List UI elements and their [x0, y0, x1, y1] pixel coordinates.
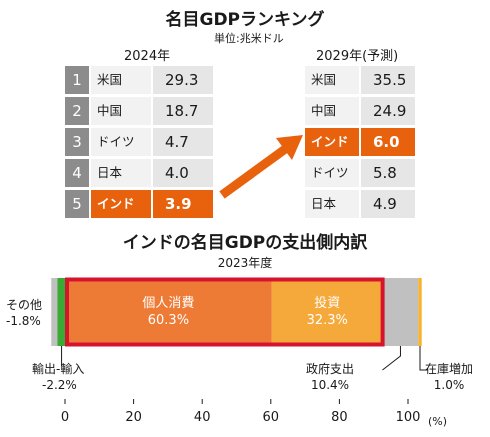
country-name: 日本: [305, 190, 359, 218]
investment-value: 32.3%: [306, 313, 348, 328]
gdp-value: 29.3: [153, 66, 213, 94]
ranking-2029-table: 米国 35.5 中国 24.9 インド 6.0 ドイツ 5.8 日本 4.9: [305, 66, 415, 219]
country-name: インド: [91, 190, 151, 218]
gdp-breakdown-chart: 0 20 40 60 80 100: [51, 277, 429, 425]
investment-bar: [271, 278, 383, 346]
chart-title: インドの名目GDPの支出側内訳: [122, 233, 368, 253]
x-axis-unit: (%): [428, 415, 448, 428]
rank-badge: 2: [65, 97, 89, 125]
country-name: ドイツ: [305, 159, 359, 187]
country-name: インド: [305, 128, 359, 156]
inventory-bar: [418, 278, 422, 346]
gdp-value: 5.8: [361, 159, 415, 187]
x-tick-label: 40: [194, 410, 211, 425]
consumption-bar: [65, 278, 272, 346]
arrow-shaft: [219, 143, 291, 199]
investment-label: 投資 32.3%: [272, 295, 383, 329]
government-value: 10.4%: [310, 378, 350, 392]
gdp-value: 4.9: [361, 190, 415, 218]
country-name: 米国: [305, 66, 359, 94]
net-exports-bar: [57, 278, 65, 346]
x-tick-label: 20: [125, 410, 142, 425]
other-annotation: その他 -1.8%: [6, 297, 42, 329]
highlight-frame: [65, 277, 385, 347]
government-name: 政府支出: [306, 362, 355, 376]
unit-label: 単位:兆米ドル: [214, 32, 284, 45]
country-name: 米国: [91, 66, 151, 94]
chart-subtitle: 2023年度: [217, 256, 273, 270]
other-name: その他: [6, 298, 43, 312]
rank-badge: 5: [65, 190, 89, 218]
year-2029-label: 2029年(予測): [316, 49, 399, 64]
country-name: 中国: [305, 97, 359, 125]
gdp-value: 4.7: [153, 128, 213, 156]
x-tick-label: 0: [61, 410, 69, 425]
other-bar: [51, 278, 58, 346]
other-value: -1.8%: [6, 314, 41, 328]
government-leader: [382, 346, 401, 371]
x-tick-label: 80: [331, 410, 348, 425]
gdp-value: 24.9: [361, 97, 415, 125]
gdp-value: 4.0: [153, 159, 213, 187]
inventory-value: 1.0%: [433, 378, 465, 392]
government-annotation: 政府支出 10.4%: [306, 361, 354, 393]
year-2024-label: 2024年: [124, 49, 171, 64]
net-exports-name: 輸出-輸入: [32, 362, 85, 376]
inventory-name: 在庫増加: [425, 362, 474, 376]
consumption-label: 個人消費 60.3%: [65, 295, 272, 329]
arrow-up-right-icon: [219, 135, 303, 199]
investment-name: 投資: [314, 296, 341, 311]
gdp-value: 3.9: [153, 190, 213, 218]
inventory-annotation: 在庫増加 1.0%: [425, 361, 473, 393]
rank-badge: 4: [65, 159, 89, 187]
gdp-value: 35.5: [361, 66, 415, 94]
consumption-value: 60.3%: [147, 313, 190, 328]
country-name: 日本: [91, 159, 151, 187]
net-exports-value: -2.2%: [42, 378, 77, 392]
arrow-head: [276, 135, 303, 160]
country-name: ドイツ: [91, 128, 151, 156]
x-tick-label: 60: [263, 410, 280, 425]
net-exports-annotation: 輸出-輸入 -2.2%: [32, 361, 84, 393]
consumption-name: 個人消費: [142, 296, 195, 311]
country-name: 中国: [91, 97, 151, 125]
gdp-value: 6.0: [361, 128, 415, 156]
inventory-leader: [419, 346, 429, 371]
ranking-2024-table: 1 米国 29.3 2 中国 18.7 3 ドイツ 4.7 4 日本 4.0 5…: [65, 66, 213, 219]
rank-badge: 1: [65, 66, 89, 94]
government-bar: [382, 278, 419, 346]
gdp-value: 18.7: [153, 97, 213, 125]
page-title: 名目GDPランキング: [165, 10, 325, 30]
rank-badge: 3: [65, 128, 89, 156]
x-tick-label: 100: [396, 410, 421, 425]
